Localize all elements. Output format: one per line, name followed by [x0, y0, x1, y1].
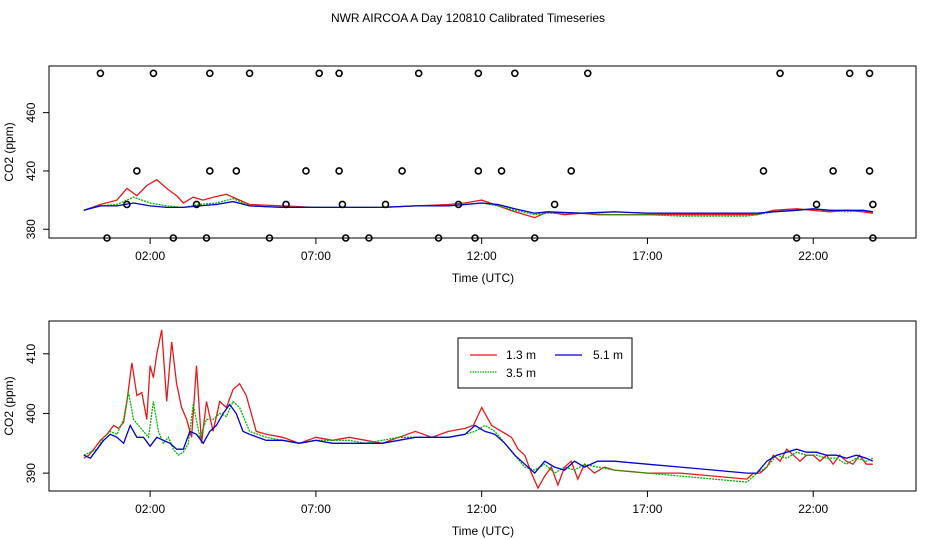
- bot-y-tick-label: 410: [24, 343, 38, 363]
- top-point-marker: [497, 167, 506, 175]
- top-point-marker: [123, 200, 131, 209]
- top-point-marker: [454, 200, 463, 209]
- bot-series-1-3-m: [83, 329, 873, 490]
- top-point-marker: [133, 167, 141, 175]
- top-point-marker: [759, 167, 768, 175]
- top-point-marker: [302, 167, 310, 175]
- top-point-marker: [845, 69, 854, 78]
- bot-x-tick-label: 17:00: [632, 502, 662, 516]
- top-point-marker: [232, 167, 241, 175]
- top-x-axis: 02:00 07:00 12:00 17:00 22:00: [135, 237, 829, 263]
- bot-y-tick-label: 390: [24, 463, 38, 483]
- legend-label-3-5m: 3.5 m: [506, 366, 536, 380]
- top-point-marker: [869, 200, 877, 209]
- top-x-tick-label: 07:00: [301, 249, 331, 263]
- bot-series-5-1-m: [83, 403, 874, 475]
- legend: 1.3 m 5.1 m 3.5 m: [457, 337, 633, 389]
- top-series-layer: [83, 178, 873, 219]
- top-series-1-3-m: [83, 178, 873, 219]
- top-point-marker: [381, 200, 390, 209]
- bot-x-tick-label: 22:00: [798, 502, 828, 516]
- top-point-marker: [315, 69, 324, 78]
- top-point-marker: [550, 200, 559, 209]
- bot-x-tick-label: 12:00: [467, 502, 497, 516]
- top-point-marker: [338, 200, 347, 209]
- top-y-tick-label: 380: [24, 219, 38, 239]
- top-y-label: CO2 (ppm): [2, 122, 16, 181]
- bottom-y-axis: 390 400 410: [24, 343, 50, 483]
- bot-x-tick-label: 02:00: [135, 502, 165, 516]
- top-point-marker: [103, 234, 111, 242]
- top-point-marker: [192, 200, 201, 209]
- top-point-marker: [206, 167, 214, 175]
- bottom-series-layer: [83, 329, 874, 490]
- top-point-marker: [335, 167, 343, 175]
- top-x-label: Time (UTC): [452, 271, 514, 285]
- top-panel: 02:00 07:00 12:00 17:00 22:00 380 420 460 Time…: [2, 65, 917, 285]
- bot-y-tick-label: 400: [24, 403, 38, 423]
- top-point-marker: [869, 234, 877, 242]
- legend-label-5-1m: 5.1 m: [593, 348, 623, 362]
- top-series-5-1-m: [83, 200, 873, 214]
- top-x-tick-label: 22:00: [798, 249, 828, 263]
- bottom-x-label: Time (UTC): [452, 524, 514, 538]
- top-point-marker: [245, 69, 254, 78]
- top-y-tick-label: 460: [24, 102, 38, 122]
- bottom-x-axis: 02:00 07:00 12:00 17:00 22:00: [135, 490, 829, 516]
- top-point-marker: [567, 167, 575, 175]
- top-point-marker: [474, 69, 483, 78]
- top-y-axis: 380 420 460: [24, 102, 50, 239]
- top-x-tick-label: 12:00: [467, 249, 497, 263]
- top-point-marker: [149, 69, 158, 78]
- bottom-y-label: CO2 (ppm): [2, 376, 16, 435]
- top-point-marker: [398, 167, 406, 175]
- top-point-marker: [474, 167, 483, 175]
- top-point-marker: [583, 69, 592, 78]
- top-point-marker: [812, 200, 821, 209]
- bot-x-tick-label: 07:00: [301, 502, 331, 516]
- top-point-marker: [282, 200, 290, 209]
- top-point-marker: [414, 69, 423, 78]
- top-point-marker: [96, 69, 105, 78]
- top-point-marker: [829, 167, 837, 175]
- top-x-tick-label: 02:00: [135, 249, 165, 263]
- figure-title: NWR AIRCOA A Day 120810 Calibrated Times…: [331, 11, 605, 25]
- top-x-tick-label: 17:00: [632, 249, 662, 263]
- top-point-marker: [511, 69, 519, 78]
- top-point-marker: [865, 69, 874, 78]
- top-point-marker: [776, 69, 784, 78]
- top-point-marker: [865, 167, 874, 175]
- top-y-tick-label: 420: [24, 161, 38, 181]
- top-plot-frame: [48, 65, 917, 239]
- legend-label-1-3m: 1.3 m: [506, 348, 536, 362]
- bottom-panel: 02:00 07:00 12:00 17:00 22:00 390 400 410 Time…: [2, 320, 917, 538]
- legend-box: [457, 337, 633, 389]
- top-point-marker: [206, 69, 214, 78]
- top-point-marker: [335, 69, 343, 78]
- top-points-layer: [96, 69, 877, 242]
